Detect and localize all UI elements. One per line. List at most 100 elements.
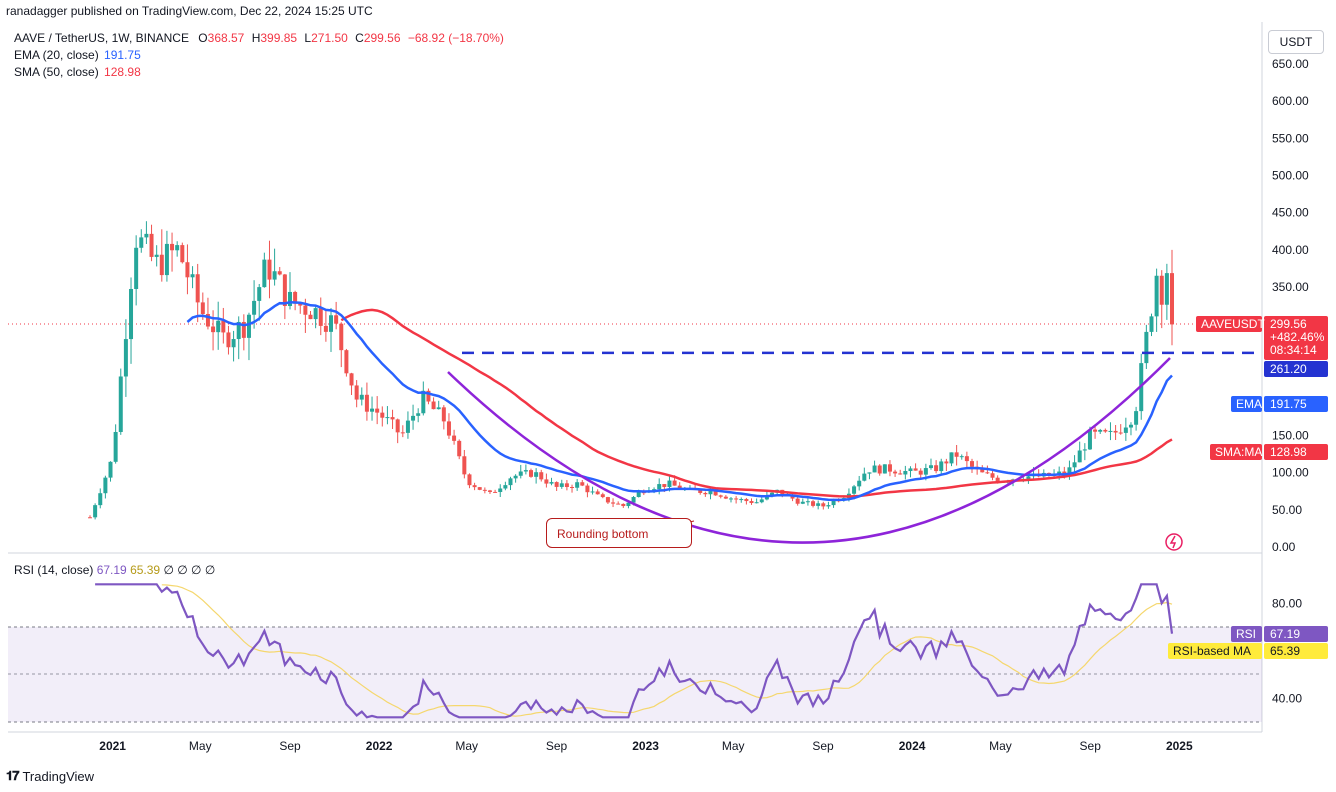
candle — [1072, 455, 1077, 474]
candle — [934, 460, 939, 474]
overlays — [186, 301, 1262, 544]
time-tick-label: 2022 — [366, 739, 393, 753]
symbol-title[interactable]: AAVE / TetherUS, 1W, BINANCE — [14, 31, 189, 45]
candle — [431, 397, 436, 410]
candle — [580, 479, 585, 487]
candle — [518, 464, 523, 479]
time-tick-label: Sep — [546, 739, 568, 753]
candle — [529, 468, 534, 478]
candle — [918, 468, 923, 479]
ema-line — [186, 301, 1173, 502]
svg-text:191.75: 191.75 — [1270, 397, 1307, 411]
candle — [123, 319, 128, 397]
ema-legend[interactable]: EMA (20, close) 191.75 — [14, 48, 141, 62]
candle — [816, 500, 821, 510]
svg-text:RSI-based MA: RSI-based MA — [1173, 644, 1251, 658]
candle — [877, 464, 882, 476]
candle — [749, 498, 754, 505]
alert-icon[interactable] — [1165, 533, 1183, 551]
rsi-tick-label: 40.00 — [1272, 691, 1302, 705]
candle — [134, 235, 139, 306]
currency-button[interactable]: USDT — [1268, 30, 1324, 54]
candle — [1154, 268, 1159, 332]
candle — [939, 458, 944, 475]
time-tick-label: Sep — [1080, 739, 1102, 753]
rsi-pane — [95, 583, 1174, 719]
price-tick-label: 150.00 — [1272, 429, 1309, 443]
svg-text:67.19: 67.19 — [1270, 627, 1300, 641]
candle — [298, 302, 303, 314]
rsi-legend-value: 67.19 — [96, 563, 127, 577]
candle — [1159, 270, 1164, 329]
candle — [144, 221, 149, 245]
rsi-legend[interactable]: RSI (14, close) 67.19 65.39 ∅ ∅ ∅ ∅ — [14, 563, 215, 577]
candle — [159, 229, 164, 282]
svg-text:AAVEUSDT: AAVEUSDT — [1201, 317, 1265, 331]
candle — [600, 492, 605, 499]
price-tick-label: 550.00 — [1272, 131, 1309, 145]
candle — [93, 503, 98, 520]
candle — [170, 232, 175, 272]
candle — [452, 429, 457, 445]
candle — [221, 307, 226, 344]
candle — [872, 460, 877, 473]
candle — [621, 503, 626, 508]
candle — [257, 283, 262, 321]
candle — [426, 388, 431, 405]
sma-legend[interactable]: SMA (50, close) 128.98 — [14, 65, 141, 79]
candle — [893, 469, 898, 477]
time-tick-label: 2024 — [899, 739, 926, 753]
price-tick-label: 350.00 — [1272, 280, 1309, 294]
candle — [1103, 428, 1108, 433]
brand-name: TradingView — [22, 768, 95, 784]
low-label: L — [304, 31, 312, 45]
candle — [400, 425, 405, 438]
candle — [857, 475, 862, 491]
candle — [1093, 426, 1098, 439]
candle — [344, 348, 349, 377]
candle — [441, 405, 446, 430]
svg-text:+482.46%: +482.46% — [1270, 330, 1325, 344]
svg-text:65.39: 65.39 — [1270, 644, 1300, 658]
symbol-legend: AAVE / TetherUS, 1W, BINANCE O368.57 H39… — [14, 31, 504, 45]
ema-legend-value: 191.75 — [104, 48, 141, 62]
candle — [354, 380, 359, 408]
change-value: −68.92 (−18.70%) — [407, 31, 504, 45]
candle — [744, 497, 749, 505]
annotation-callout[interactable]: Rounding bottom — [546, 518, 692, 548]
time-tick-label: May — [189, 739, 212, 753]
candle — [954, 445, 959, 466]
rsi-legend-extras: ∅ ∅ ∅ ∅ — [163, 563, 216, 577]
candle — [718, 494, 723, 499]
svg-text:08:34:14: 08:34:14 — [1270, 343, 1317, 357]
svg-text:299.56: 299.56 — [1270, 317, 1307, 331]
price-tick-label: 50.00 — [1272, 503, 1302, 517]
candle — [1077, 441, 1082, 463]
candle — [313, 306, 318, 329]
candle — [800, 498, 805, 505]
time-tick-label: Sep — [279, 739, 301, 753]
svg-text:261.20: 261.20 — [1270, 362, 1307, 376]
candle — [928, 458, 933, 470]
close-value: 299.56 — [363, 31, 401, 45]
candle — [446, 413, 451, 439]
candle — [498, 484, 503, 498]
candle — [887, 460, 892, 477]
candle — [944, 458, 949, 472]
candle — [913, 463, 918, 471]
candle — [262, 252, 267, 288]
candle — [323, 309, 328, 342]
candle — [118, 368, 123, 435]
candle — [282, 273, 287, 320]
price-tick-label: 500.00 — [1272, 168, 1309, 182]
candle — [175, 241, 180, 257]
time-tick-label: 2023 — [632, 739, 659, 753]
tradingview-brand[interactable]: 𝟏𝟕 TradingView — [6, 768, 94, 784]
candle — [267, 240, 272, 299]
svg-text:EMA: EMA — [1236, 397, 1262, 411]
candle — [98, 488, 103, 509]
candle — [241, 314, 246, 351]
candle — [523, 464, 528, 475]
time-tick-label: May — [989, 739, 1012, 753]
